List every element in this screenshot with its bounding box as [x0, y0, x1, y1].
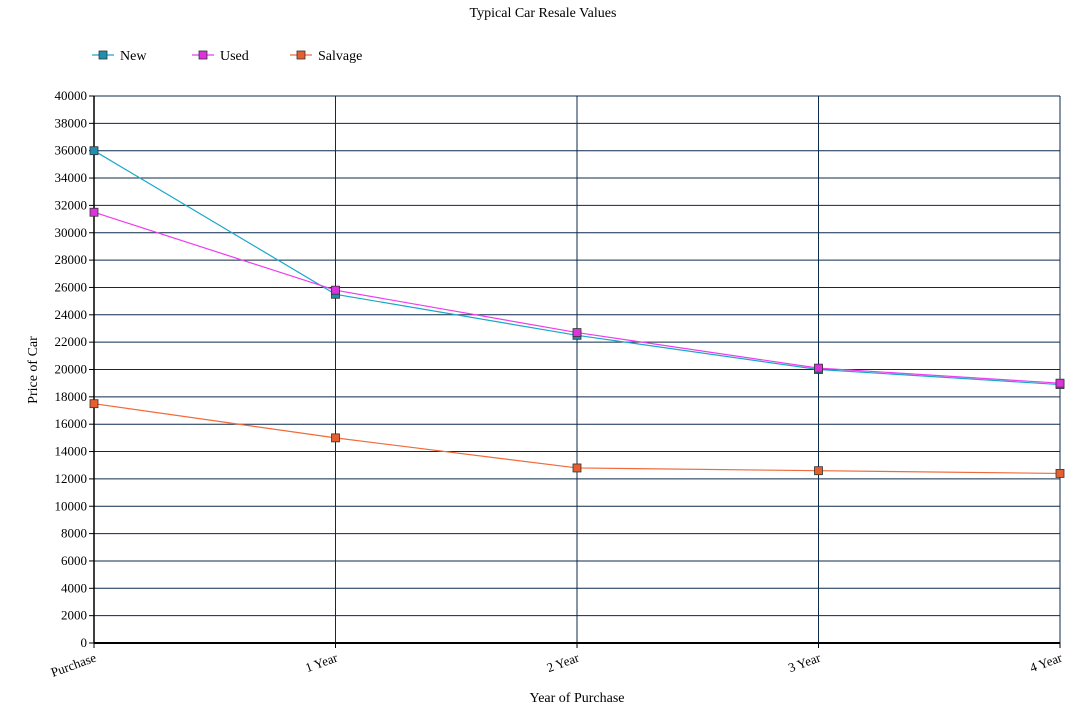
- y-tick-label: 24000: [55, 307, 88, 322]
- x-axis-label: Year of Purchase: [530, 691, 625, 706]
- data-point-used: [1055, 378, 1065, 388]
- x-tick-label: Purchase: [49, 650, 98, 680]
- y-tick-label: 14000: [55, 444, 88, 459]
- y-tick-label: 30000: [55, 225, 88, 240]
- data-point-salvage: [814, 466, 823, 476]
- data-point-salvage: [89, 399, 99, 409]
- x-tick-label: 3 Year: [786, 649, 823, 675]
- data-point-used: [572, 328, 582, 337]
- legend-marker: [98, 50, 108, 60]
- data-point-used: [814, 363, 823, 373]
- y-tick-label: 34000: [55, 170, 88, 185]
- y-tick-label: 10000: [55, 498, 88, 513]
- y-tick-label: 2000: [61, 608, 87, 623]
- series-lines: [89, 146, 1065, 478]
- y-tick-label: 12000: [55, 471, 88, 486]
- y-axis-label: Price of Car: [26, 336, 41, 404]
- legend-item-used: Used: [192, 49, 249, 64]
- y-tick-label: 38000: [55, 115, 88, 130]
- data-point-new: [89, 146, 99, 156]
- x-tick-label: 2 Year: [545, 649, 582, 675]
- legend: New Used Salvage: [92, 49, 362, 64]
- y-tick-label: 18000: [55, 389, 88, 404]
- y-tick-label: 4000: [61, 580, 87, 595]
- legend-item-salvage: Salvage: [290, 49, 362, 64]
- legend-label: Salvage: [318, 49, 362, 64]
- y-tick-label: 26000: [55, 279, 88, 294]
- x-tick-label: 1 Year: [303, 649, 340, 675]
- data-point-salvage: [1055, 469, 1065, 478]
- data-point-used: [89, 207, 99, 217]
- grid-lines: [94, 95, 1061, 643]
- data-point-salvage: [331, 433, 340, 443]
- y-tick-label: 22000: [55, 334, 88, 349]
- x-tick-label: 4 Year: [1028, 649, 1065, 675]
- legend-marker: [296, 50, 306, 60]
- legend-label: New: [120, 49, 147, 64]
- y-tick-label: 28000: [55, 252, 88, 267]
- y-tick-label: 36000: [55, 143, 88, 158]
- data-point-used: [331, 285, 340, 295]
- y-tick-label: 0: [81, 635, 88, 650]
- y-tick-label: 6000: [61, 553, 87, 568]
- legend-marker: [198, 50, 208, 60]
- data-point-salvage: [572, 463, 582, 473]
- legend-item-new: New: [92, 49, 147, 64]
- x-axis-ticks: Purchase 1 Year 2 Year 3 Year 4 Year: [49, 643, 1065, 680]
- y-tick-label: 40000: [55, 88, 88, 103]
- y-axis-ticks: 0 2000 4000 6000 8000 10000 12000 14000 16000 180…: [55, 88, 94, 650]
- chart-title: Typical Car Resale Values: [470, 6, 617, 21]
- series-used: [89, 207, 1065, 388]
- series-salvage: [89, 399, 1065, 478]
- legend-label: Used: [220, 49, 249, 64]
- y-tick-label: 32000: [55, 197, 88, 212]
- y-tick-label: 8000: [61, 526, 87, 541]
- y-tick-label: 20000: [55, 362, 88, 377]
- y-tick-label: 16000: [55, 416, 88, 431]
